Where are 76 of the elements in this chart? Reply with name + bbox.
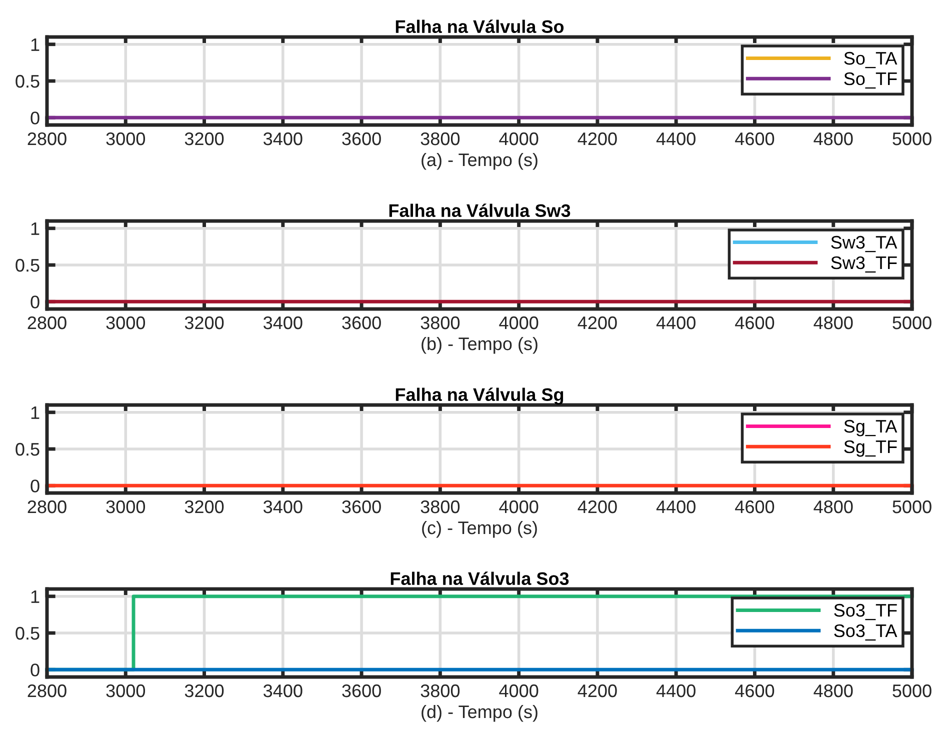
x-tick-label: 4000: [499, 684, 538, 698]
x-tick-label: 4000: [499, 316, 538, 330]
y-tick-label: 1: [31, 222, 40, 235]
legend-label: So_TF: [844, 72, 897, 89]
x-axis-title: (b) - Tempo (s): [422, 336, 538, 354]
y-tick-label: 0: [30, 112, 40, 124]
x-tick-label: 4200: [578, 500, 617, 514]
x-tick-label: 2800: [28, 316, 66, 330]
x-tick-label: 3600: [342, 316, 381, 330]
x-tick-label: 5000: [892, 500, 932, 514]
x-tick-label: 3000: [106, 316, 146, 330]
x-tick-label: 4600: [735, 132, 774, 146]
x-tick-label: 3400: [264, 132, 302, 146]
x-tick-label: 3000: [106, 684, 146, 698]
x-tick-label: 3200: [184, 684, 224, 698]
x-tick-label: 3800: [420, 684, 460, 698]
x-tick-label: 5000: [892, 684, 932, 698]
y-tick-label: 0: [30, 664, 40, 676]
x-tick-label: 3400: [264, 500, 302, 514]
y-tick-label: 0.5: [16, 626, 40, 640]
x-tick-label: 3800: [420, 132, 460, 146]
y-tick-label: 1: [31, 406, 40, 419]
x-tick-label: 2800: [28, 132, 66, 146]
x-tick-label: 4400: [656, 684, 696, 698]
x-tick-label: 3800: [420, 500, 460, 514]
x-tick-label: 4600: [735, 684, 774, 698]
y-tick-label: 0: [30, 296, 40, 308]
x-tick-label: 3200: [184, 500, 224, 514]
x-tick-label: 3400: [264, 684, 302, 698]
legend-label: Sg_TA: [844, 420, 898, 436]
y-tick-label: 0: [30, 480, 40, 492]
x-tick-label: 5000: [892, 316, 932, 330]
x-tick-label: 4600: [735, 316, 774, 330]
x-tick-label: 4200: [578, 132, 617, 146]
x-tick-label: 3200: [184, 316, 224, 330]
x-tick-label: 3400: [264, 316, 302, 330]
x-tick-label: 2800: [28, 684, 66, 698]
x-tick-label: 3200: [184, 132, 224, 146]
y-tick-label: 1: [31, 38, 40, 51]
chart-title: Falha na Válvula So: [396, 20, 564, 34]
y-tick-label: 0.5: [16, 442, 40, 456]
chart-title: Falha na Válvula Sw3: [389, 204, 570, 218]
x-tick-label: 4400: [656, 316, 696, 330]
legend-label: Sw3_TA: [831, 236, 898, 252]
legend-label: Sg_TF: [844, 440, 897, 457]
legend-label: So_TA: [844, 52, 898, 68]
x-tick-label: 4600: [735, 500, 774, 514]
x-tick-label: 4200: [578, 684, 617, 698]
x-axis-title: (d) - Tempo (s): [422, 704, 538, 722]
x-tick-label: 3000: [106, 132, 146, 146]
x-tick-label: 4200: [578, 316, 617, 330]
x-tick-label: 3000: [106, 500, 146, 514]
x-tick-label: 3600: [342, 500, 381, 514]
x-axis-title: (c) - Tempo (s): [422, 520, 537, 538]
x-tick-label: 3800: [420, 316, 460, 330]
chart-title: Falha na Válvula So3: [390, 572, 569, 586]
x-tick-label: 4400: [656, 500, 696, 514]
x-tick-label: 4800: [814, 132, 853, 146]
x-tick-label: 3600: [342, 684, 381, 698]
x-tick-label: 5000: [892, 132, 932, 146]
x-tick-label: 4800: [814, 500, 853, 514]
y-tick-label: 0.5: [16, 74, 40, 88]
legend-label: So3_TA: [834, 624, 898, 641]
x-tick-label: 4000: [499, 132, 538, 146]
y-tick-label: 1: [31, 590, 40, 603]
x-tick-label: 4400: [656, 132, 696, 146]
x-tick-label: 4800: [814, 684, 853, 698]
legend-label: So3_TF: [834, 604, 897, 620]
x-tick-label: 2800: [28, 500, 66, 514]
x-axis-title: (a) - Tempo (s): [422, 152, 538, 170]
x-tick-label: 3600: [342, 132, 381, 146]
x-tick-label: 4800: [814, 316, 853, 330]
legend-label: Sw3_TF: [831, 256, 897, 273]
chart-title: Falha na Válvula Sg: [396, 388, 564, 405]
x-tick-label: 4000: [499, 500, 538, 514]
y-tick-label: 0.5: [16, 258, 40, 272]
